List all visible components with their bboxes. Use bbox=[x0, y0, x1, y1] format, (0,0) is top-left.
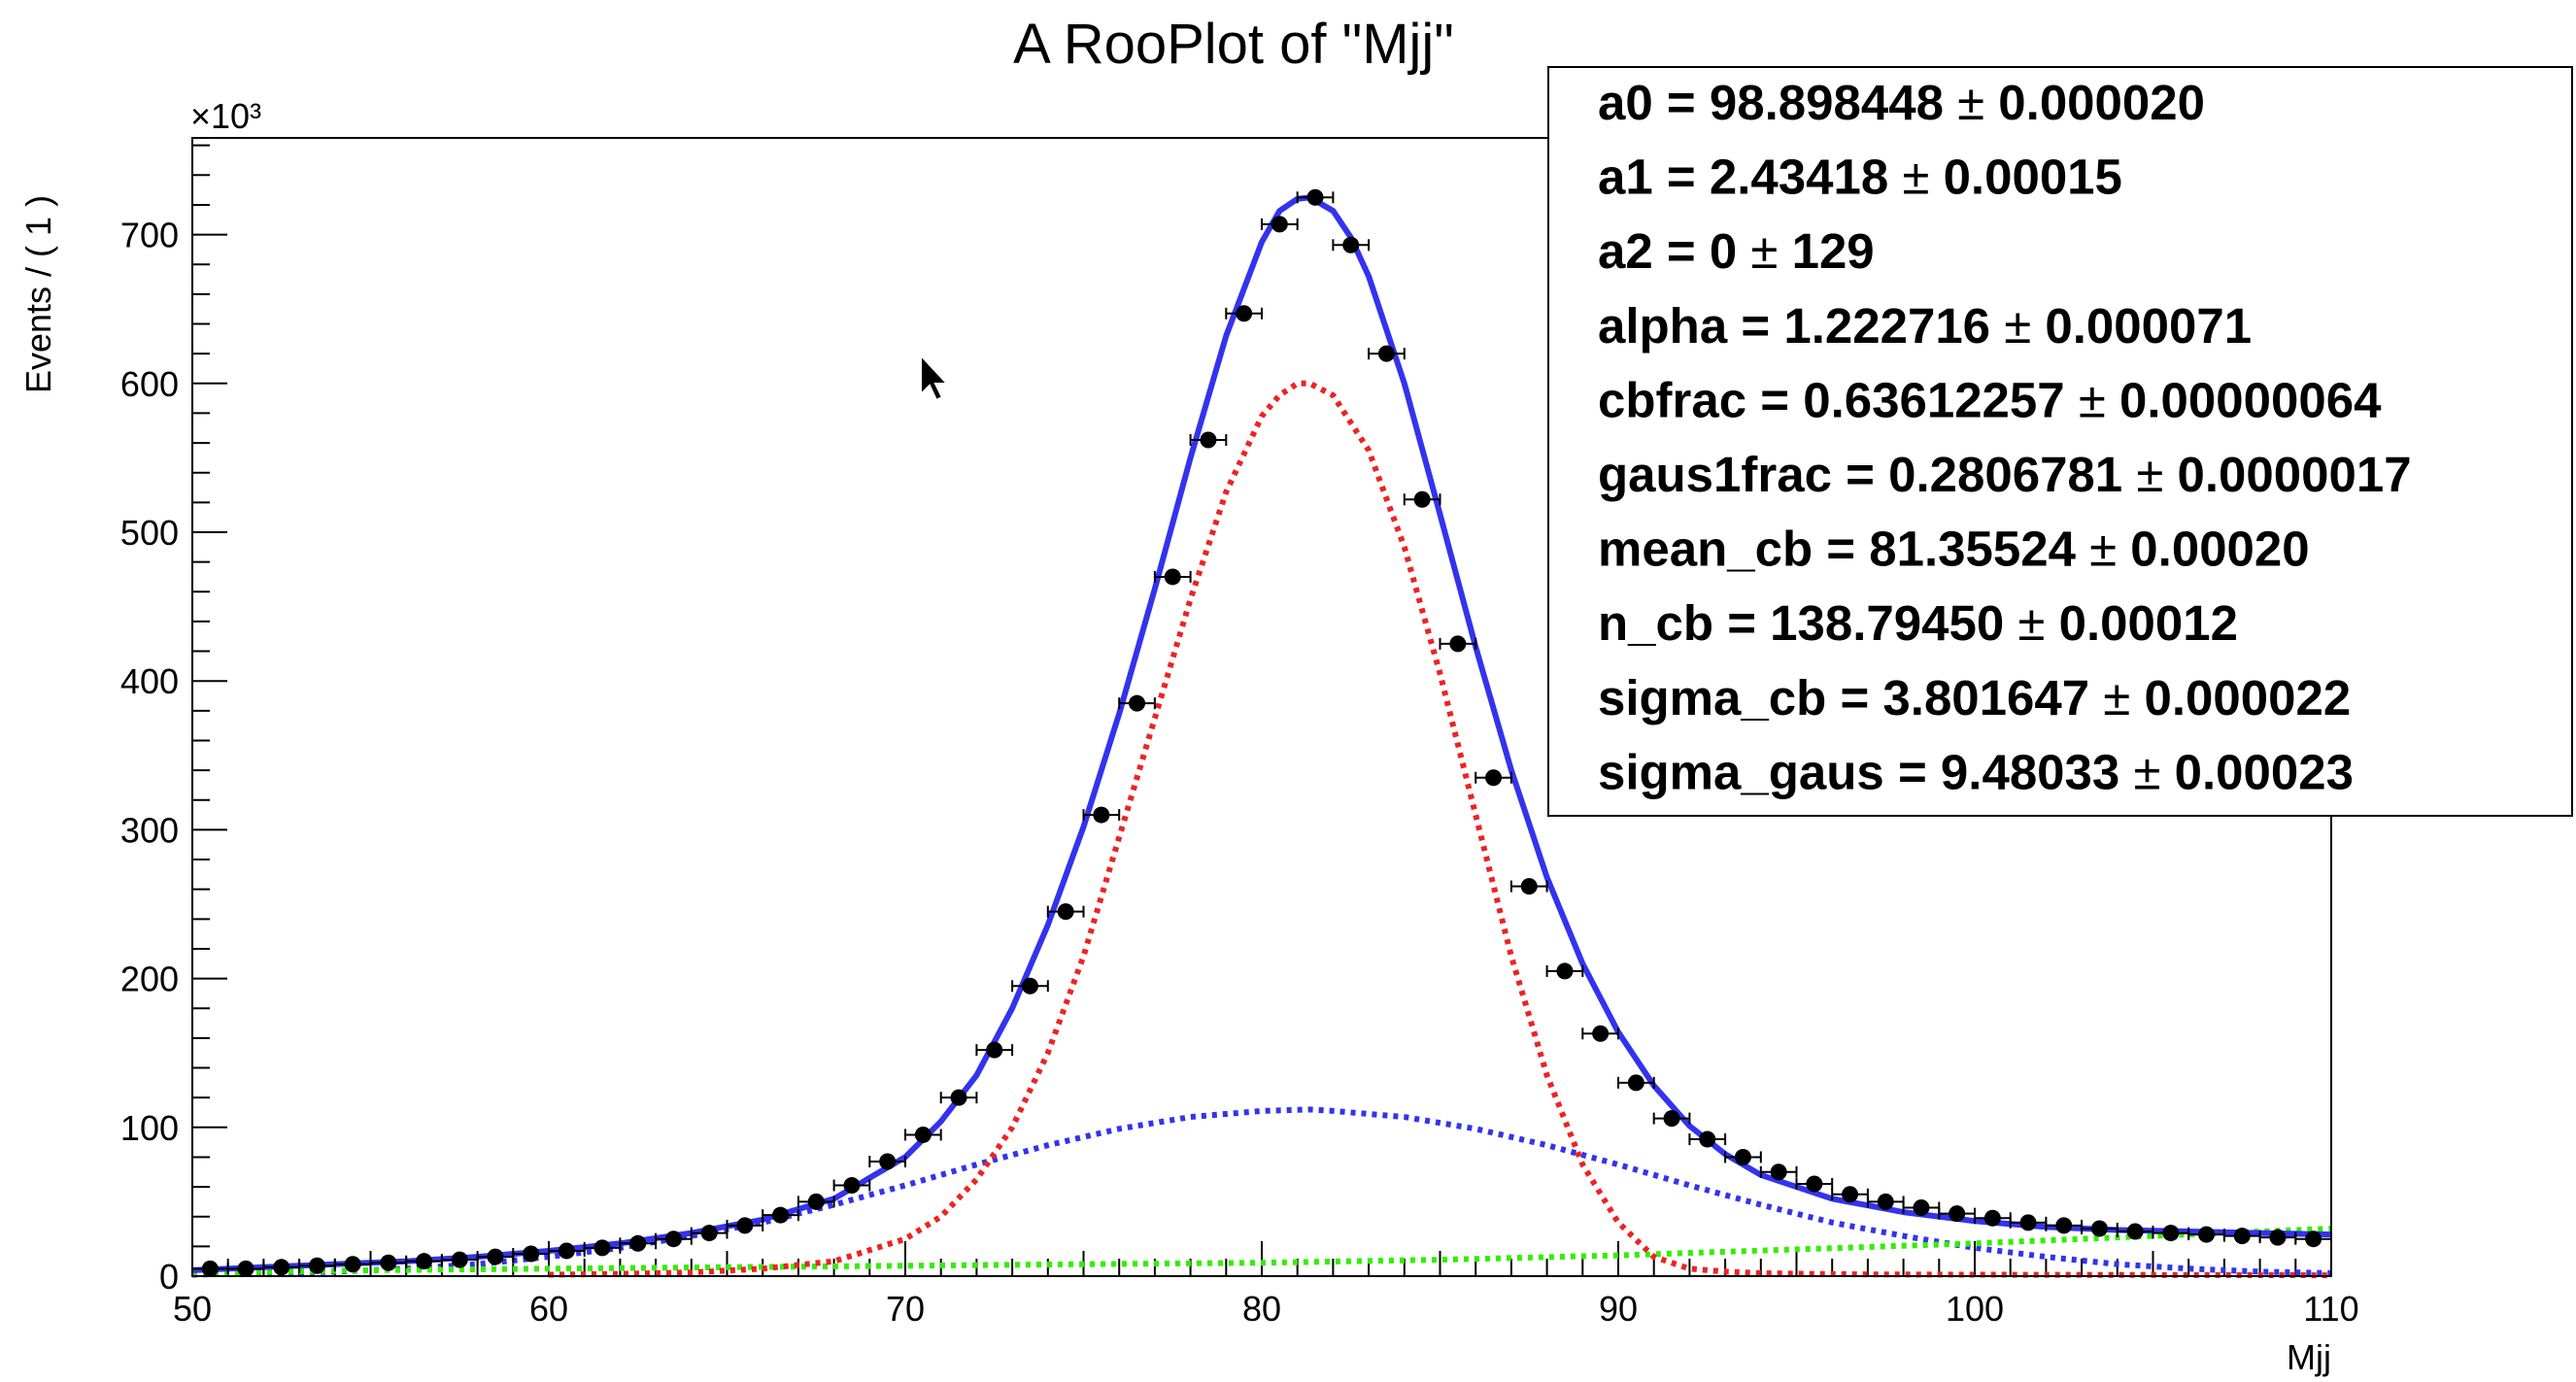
x-tick-label: 70 bbox=[886, 1289, 925, 1329]
data-point bbox=[1189, 431, 1228, 449]
y-tick-label: 600 bbox=[120, 364, 179, 404]
data-point bbox=[1831, 1186, 1869, 1203]
x-axis-label: Mjj bbox=[2287, 1337, 2331, 1377]
fit-parameter-row: gaus1frac = 0.2806781 ± 0.0000017 bbox=[1598, 447, 2412, 502]
data-point bbox=[797, 1193, 835, 1210]
data-point bbox=[1974, 1209, 2012, 1227]
data-point bbox=[1261, 216, 1299, 233]
data-point bbox=[1652, 1110, 1691, 1128]
y-tick-label: 500 bbox=[120, 513, 179, 553]
data-point bbox=[1046, 903, 1085, 921]
x-tick-label: 60 bbox=[529, 1289, 568, 1329]
y-axis-label: Events / ( 1 ) bbox=[18, 195, 58, 393]
data-point bbox=[1545, 962, 1584, 980]
axis-ticks: 50 60 70 80 90 100 110 0 100 200 300 400 500 600 700 bbox=[120, 144, 2359, 1329]
data-point bbox=[1509, 878, 1548, 895]
data-point bbox=[2187, 1226, 2225, 1243]
fit-parameter-row: a0 = 98.898448 ± 0.000020 bbox=[1598, 75, 2205, 130]
data-point bbox=[690, 1225, 729, 1242]
y-tick-label: 300 bbox=[120, 810, 179, 850]
fit-parameter-row: sigma_cb = 3.801647 ± 0.000022 bbox=[1598, 670, 2351, 725]
data-point bbox=[1688, 1130, 1727, 1148]
data-point bbox=[1581, 1025, 1619, 1042]
data-point bbox=[1011, 977, 1049, 994]
y-tick-label: 400 bbox=[120, 661, 179, 701]
curve-cb bbox=[548, 380, 2332, 1279]
stats-box-frame bbox=[1547, 66, 2573, 817]
y-tick-label: 200 bbox=[120, 960, 179, 999]
data-point bbox=[512, 1245, 550, 1263]
data-point bbox=[1439, 635, 1477, 653]
x-tick-label: 50 bbox=[173, 1289, 212, 1329]
data-point bbox=[1332, 236, 1371, 253]
fit-parameter-row: a1 = 2.43418 ± 0.00015 bbox=[1598, 150, 2122, 205]
data-points bbox=[191, 188, 2332, 1277]
data-point bbox=[655, 1230, 693, 1248]
fit-parameter-row: mean_cb = 81.35524 ± 0.00020 bbox=[1598, 522, 2310, 577]
data-point bbox=[1759, 1163, 1798, 1181]
y-tick-label: 0 bbox=[159, 1257, 179, 1297]
data-point bbox=[904, 1126, 942, 1143]
data-point bbox=[619, 1234, 658, 1252]
fit-parameter-row: n_cb = 138.79450 ± 0.00012 bbox=[1598, 595, 2238, 651]
fit-parameters-box: a0 = 98.898448 ± 0.000020 a1 = 2.43418 ± … bbox=[1547, 66, 2573, 817]
data-point bbox=[1617, 1074, 1655, 1092]
x-tick-label: 80 bbox=[1242, 1289, 1281, 1329]
data-point bbox=[939, 1089, 978, 1106]
fit-parameter-row: sigma_gaus = 9.48033 ± 0.00023 bbox=[1598, 744, 2354, 799]
y-tick-label: 100 bbox=[120, 1108, 179, 1148]
data-point bbox=[333, 1256, 372, 1273]
data-point bbox=[1938, 1205, 1976, 1223]
curve-poly bbox=[191, 1226, 2332, 1276]
data-point bbox=[1118, 694, 1156, 712]
data-point bbox=[868, 1153, 906, 1170]
data-point bbox=[1795, 1175, 1834, 1193]
x-tick-label: 90 bbox=[1599, 1289, 1638, 1329]
data-point bbox=[1082, 806, 1121, 824]
data-point bbox=[1225, 305, 1263, 322]
chart-title: A RooPlot of "Mjj" bbox=[1013, 13, 1454, 76]
data-point bbox=[1474, 769, 1512, 787]
data-point bbox=[1724, 1148, 1762, 1165]
x-tick-label: 100 bbox=[1946, 1289, 2004, 1329]
fit-parameter-row: a2 = 0 ± 129 bbox=[1598, 223, 1875, 279]
mouse-cursor-icon bbox=[920, 353, 950, 402]
data-point bbox=[1153, 568, 1192, 586]
fit-parameter-row: alpha = 1.222716 ± 0.000071 bbox=[1598, 298, 2252, 354]
fit-parameter-row: cbfrac = 0.63612257 ± 0.00000064 bbox=[1598, 372, 2382, 427]
data-point bbox=[975, 1041, 1014, 1059]
data-point bbox=[762, 1206, 799, 1224]
data-point bbox=[476, 1248, 515, 1265]
y-tick-label: 700 bbox=[120, 216, 179, 255]
x-tick-label: 110 bbox=[2303, 1289, 2358, 1329]
y-multiplier-label: ×10³ bbox=[190, 96, 261, 136]
data-point bbox=[1403, 490, 1441, 508]
data-point bbox=[726, 1217, 764, 1234]
data-point bbox=[832, 1177, 871, 1195]
data-point bbox=[1368, 345, 1406, 362]
data-point bbox=[1866, 1193, 1905, 1210]
data-point bbox=[548, 1242, 586, 1260]
data-point bbox=[1296, 188, 1335, 206]
